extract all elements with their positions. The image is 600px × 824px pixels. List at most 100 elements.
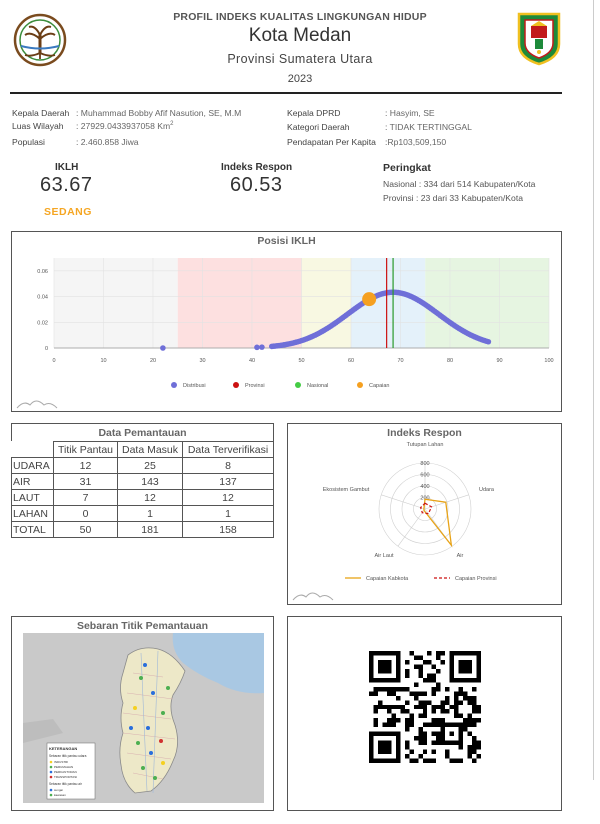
klhk-tree-logo-icon	[13, 13, 67, 67]
dprd-label: Kepala DPRD	[287, 108, 341, 118]
map-legend-item: Sebaran titik pantau air	[49, 782, 83, 786]
posisi-iklh-panel: Posisi IKLH 0 10 20 30 40 50 60 70 80 90 100 0 0.02 0…	[11, 231, 562, 412]
row-label: TOTAL	[11, 521, 54, 538]
legend-label: Provinsi	[245, 383, 265, 389]
legend-label: Distribusi	[183, 383, 206, 389]
map-legend-item: PERUMAHAN	[54, 765, 73, 769]
monitoring-map[interactable]: KETERANGAN Sebaran titik pantau udara IN…	[23, 633, 264, 803]
legend-marker	[357, 382, 363, 388]
cell: 7	[53, 489, 118, 506]
cell: 1	[182, 505, 274, 522]
radar-axis-label: Ekosistem Gambut	[323, 487, 370, 493]
radar-spoke	[381, 494, 426, 510]
distribution-point	[259, 344, 265, 350]
qr-code-icon[interactable]	[369, 651, 481, 763]
legend-label: Capaian	[369, 383, 390, 389]
mountain-watermark-icon	[292, 592, 334, 601]
left-logo	[11, 13, 69, 67]
map-legend-title: KETERANGAN	[49, 746, 77, 751]
radar-axis-label: Tutupan Lahan	[407, 442, 444, 448]
distribution-point	[160, 345, 166, 351]
dprd-value: Hasyim, SE	[389, 108, 435, 118]
info-populasi: Populasi: 2.460.858 Jiwa	[12, 137, 139, 147]
cell: 50	[53, 521, 118, 538]
luas-label: Luas Wilayah	[12, 121, 64, 131]
data-pemantauan-panel: Data Pemantauan Titik Pantau Data Masuk …	[11, 423, 274, 547]
map-legend-item: Sebaran titik pantau udara	[49, 754, 87, 758]
x-tick-label: 40	[249, 358, 255, 364]
kategori-label: Kategori Daerah	[287, 122, 350, 132]
table-row: AIR 31 143 137	[11, 473, 274, 490]
map-legend-item: sungai	[54, 788, 63, 792]
header-divider	[10, 92, 562, 94]
radar-axis-label: Air	[457, 553, 464, 559]
province-name: Provinsi Sumatera Utara	[227, 52, 373, 66]
respon-label: Indeks Respon	[221, 162, 293, 173]
peringkat-label: Peringkat	[383, 162, 431, 174]
medan-city-emblem-icon	[517, 12, 561, 66]
cell: 12	[182, 489, 274, 506]
col-data-masuk: Data Masuk	[116, 441, 184, 458]
posisi-iklh-title: Posisi IKLH	[257, 235, 316, 247]
indeks-respon-panel: Indeks Respon 200 400 600 800 Tutupan Lahan U…	[287, 423, 562, 605]
y-tick-label: 0	[45, 346, 48, 352]
band	[425, 258, 549, 348]
kepala-daerah-value: Muhammad Bobby Afif Nasution, SE, M.M	[80, 108, 242, 118]
map-legend-item: INDUSTRI	[54, 760, 68, 764]
pendapatan-label: Pendapatan Per Kapita	[287, 137, 376, 147]
table-row: UDARA 12 25 8	[11, 457, 274, 474]
radar-series-line	[419, 502, 433, 515]
distribution-point	[485, 338, 492, 345]
capaian-point	[362, 292, 377, 307]
report-year: 2023	[287, 73, 313, 85]
legend-marker	[171, 382, 177, 388]
cell: 25	[116, 457, 184, 474]
radar-legend-label: Capaian Kabkota	[366, 576, 409, 582]
sebaran-panel: Sebaran Titik Pemantauan KETERANGAN Seba…	[11, 616, 274, 811]
y-tick-label: 0.02	[37, 320, 48, 326]
luas-value: 27929.0433937058 Km	[80, 121, 171, 131]
x-tick-label: 70	[397, 358, 403, 364]
cell: 137	[182, 473, 274, 490]
table-row: LAUT 7 12 12	[11, 489, 274, 506]
qr-panel	[287, 616, 562, 811]
radar-legend-label: Capaian Provinsi	[455, 576, 497, 582]
cell: 181	[116, 521, 184, 538]
y-tick-label: 0.04	[37, 295, 48, 301]
iklh-category: SEDANG	[44, 206, 92, 218]
radar-series-line	[423, 498, 453, 548]
legend-marker	[233, 382, 239, 388]
iklh-value: 63.67	[40, 174, 93, 196]
posisi-iklh-chart: 0 10 20 30 40 50 60 70 80 90 100 0 0.02 0.04 0.06 Distr…	[37, 258, 554, 389]
x-tick-label: 100	[544, 358, 553, 364]
map-legend-item: kawasan	[54, 793, 66, 797]
cell: 143	[116, 473, 184, 490]
band	[177, 258, 302, 348]
radar-tick-label: 600	[420, 473, 429, 479]
x-tick-label: 80	[447, 358, 453, 364]
y-tick-label: 0.06	[37, 269, 48, 275]
populasi-value: 2.460.858 Jiwa	[80, 137, 139, 147]
cell: 31	[53, 473, 118, 490]
col-titik-pantau: Titik Pantau	[53, 441, 118, 458]
populasi-label: Populasi	[12, 137, 45, 147]
cell: 158	[182, 521, 274, 538]
radar-axis-label: Udara	[479, 487, 495, 493]
info-pendapatan: Pendapatan Per Kapita:Rp103,509,150	[287, 137, 447, 147]
map-legend-item: PERKANTORAN	[54, 770, 77, 774]
radar-tick-label: 800	[420, 461, 429, 467]
radar-tick-label: 400	[420, 484, 429, 490]
x-tick-label: 30	[199, 358, 205, 364]
report-title: PROFIL INDEKS KUALITAS LINGKUNGAN HIDUP	[173, 11, 427, 23]
table-row-total: TOTAL 50 181 158	[11, 521, 274, 538]
info-kepala-daerah: Kepala Daerah: Muhammad Bobby Afif Nasut…	[12, 108, 242, 118]
table-header-row: Titik Pantau Data Masuk Data Terverifika…	[11, 441, 274, 458]
cell: 12	[116, 489, 184, 506]
indeks-respon-title: Indeks Respon	[387, 427, 462, 439]
radar-spoke	[397, 508, 426, 547]
city-name: Kota Medan	[248, 25, 352, 46]
band	[301, 258, 351, 348]
pendapatan-value: Rp103,509,150	[387, 137, 447, 147]
table-row: LAHAN 0 1 1	[11, 505, 274, 522]
table-corner	[11, 441, 54, 458]
